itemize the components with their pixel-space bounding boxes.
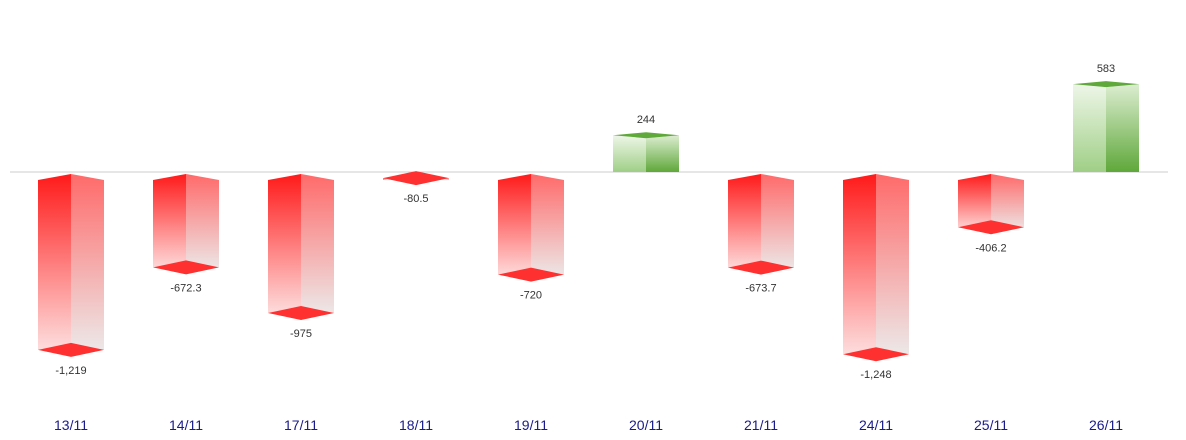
value-label: -672.3 bbox=[170, 282, 201, 294]
bar-24/11: -1,248 bbox=[843, 174, 909, 381]
bar-face bbox=[1073, 84, 1106, 172]
bar-face bbox=[268, 174, 301, 320]
bar-18/11: -80.5 bbox=[383, 171, 449, 205]
bar-side bbox=[991, 174, 1024, 234]
bar-side bbox=[1106, 84, 1139, 172]
bar-side bbox=[186, 174, 219, 274]
bar-cap bbox=[843, 347, 909, 362]
bar-side bbox=[301, 174, 334, 320]
bar-17/11: -975 bbox=[268, 174, 334, 340]
value-label: -406.2 bbox=[975, 242, 1006, 254]
x-tick-label: 20/11 bbox=[629, 417, 663, 433]
bar-face bbox=[38, 174, 71, 356]
value-label: 583 bbox=[1097, 63, 1115, 75]
bar-face bbox=[613, 135, 646, 172]
bar-cap bbox=[498, 267, 564, 282]
value-label: -975 bbox=[290, 328, 312, 340]
bar-face bbox=[498, 174, 531, 281]
bar-side bbox=[761, 174, 794, 274]
bar-face bbox=[153, 174, 186, 274]
x-tick-label: 26/11 bbox=[1089, 417, 1123, 433]
x-tick-label: 24/11 bbox=[859, 417, 893, 433]
bar-cap bbox=[383, 171, 449, 186]
bar-cap bbox=[153, 260, 219, 275]
bar-face bbox=[843, 174, 876, 361]
bar-side bbox=[646, 135, 679, 172]
bar-cap bbox=[958, 220, 1024, 235]
x-tick-label: 25/11 bbox=[974, 417, 1008, 433]
value-label: -720 bbox=[520, 290, 542, 302]
bar-cap bbox=[1073, 81, 1139, 88]
bar-side bbox=[531, 174, 564, 281]
bar-21/11: -673.7 bbox=[728, 174, 794, 295]
bar-25/11: -406.2 bbox=[958, 174, 1024, 254]
bar-cap bbox=[728, 260, 794, 275]
bar-side bbox=[876, 174, 909, 361]
value-label: -673.7 bbox=[745, 283, 776, 295]
x-tick-label: 13/11 bbox=[54, 417, 88, 433]
bar-26/11: 583 bbox=[1073, 63, 1139, 172]
x-tick-label: 19/11 bbox=[514, 417, 548, 433]
x-tick-label: 17/11 bbox=[284, 417, 318, 433]
x-tick-label: 14/11 bbox=[169, 417, 203, 433]
bar-face bbox=[728, 174, 761, 274]
value-label: -80.5 bbox=[403, 193, 428, 205]
bar-cap bbox=[613, 132, 679, 139]
bar-14/11: -672.3 bbox=[153, 174, 219, 294]
value-label: 244 bbox=[637, 114, 655, 126]
x-tick-label: 21/11 bbox=[744, 417, 778, 433]
bar-20/11: 244 bbox=[613, 114, 679, 172]
bar-13/11: -1,219 bbox=[38, 174, 104, 377]
bar-cap bbox=[268, 306, 334, 321]
value-label: -1,219 bbox=[55, 365, 86, 377]
bar-side bbox=[71, 174, 104, 356]
x-tick-label: 18/11 bbox=[399, 417, 433, 433]
bar-face bbox=[958, 174, 991, 234]
value-label: -1,248 bbox=[860, 369, 891, 381]
bar-19/11: -720 bbox=[498, 174, 564, 302]
bar-cap bbox=[38, 342, 104, 357]
